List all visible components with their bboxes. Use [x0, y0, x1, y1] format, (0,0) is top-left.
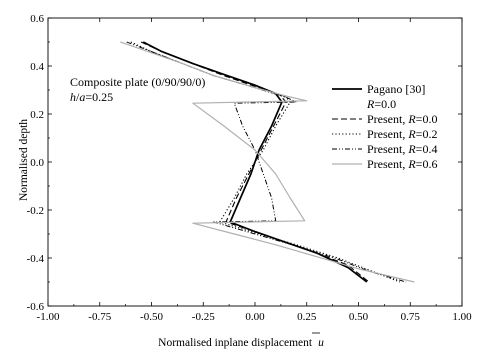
y-tick-label: -0.6 — [27, 301, 45, 313]
legend-label-3: Present, R=0.4 — [367, 142, 437, 156]
series-line-0 — [142, 41, 368, 283]
annotation-plate: Composite plate (0/90/90/0) — [70, 75, 205, 89]
x-tick-label: 0.25 — [297, 311, 317, 323]
annotation-ratio: h/a=0.25 — [70, 90, 113, 104]
legend-label-0: Pagano [30] — [367, 82, 425, 96]
x-axis-title: Normalised inplane displacement u — [158, 337, 324, 349]
series-lines — [120, 41, 415, 283]
legend-label-1: Present, R=0.0 — [367, 112, 437, 126]
x-tick-label: -0.25 — [192, 311, 215, 323]
y-tick-label: 0.2 — [30, 109, 44, 121]
x-tick-label: 1.00 — [452, 311, 472, 323]
x-tick-label: 0.00 — [245, 311, 265, 323]
y-tick-label: -0.4 — [27, 253, 45, 265]
legend-label-2: Present, R=0.2 — [367, 127, 437, 141]
y-tick-label: 0.6 — [30, 13, 44, 25]
y-tick-label: 0.4 — [30, 61, 44, 73]
x-tick-label: 0.75 — [401, 311, 421, 323]
x-tick-label: -0.75 — [88, 311, 111, 323]
x-tick-label: -0.50 — [140, 311, 163, 323]
legend-label-4: Present, R=0.6 — [367, 157, 437, 171]
y-tick-label: 0.0 — [30, 157, 44, 169]
x-tick-label: -1.00 — [37, 311, 60, 323]
y-tick-label: -0.2 — [27, 205, 44, 217]
axis-ticks: -1.00 -0.75 -0.50 -0.25 0.00 0.25 0.50 0.75 1.00… — [27, 13, 473, 323]
y-axis-title: Normalised depth — [18, 119, 30, 201]
series-line-1 — [140, 41, 370, 283]
x-tick-label: 0.50 — [349, 311, 369, 323]
legend-label-0-line2: R=0.0 — [366, 97, 396, 111]
series-line-4 — [120, 41, 415, 283]
